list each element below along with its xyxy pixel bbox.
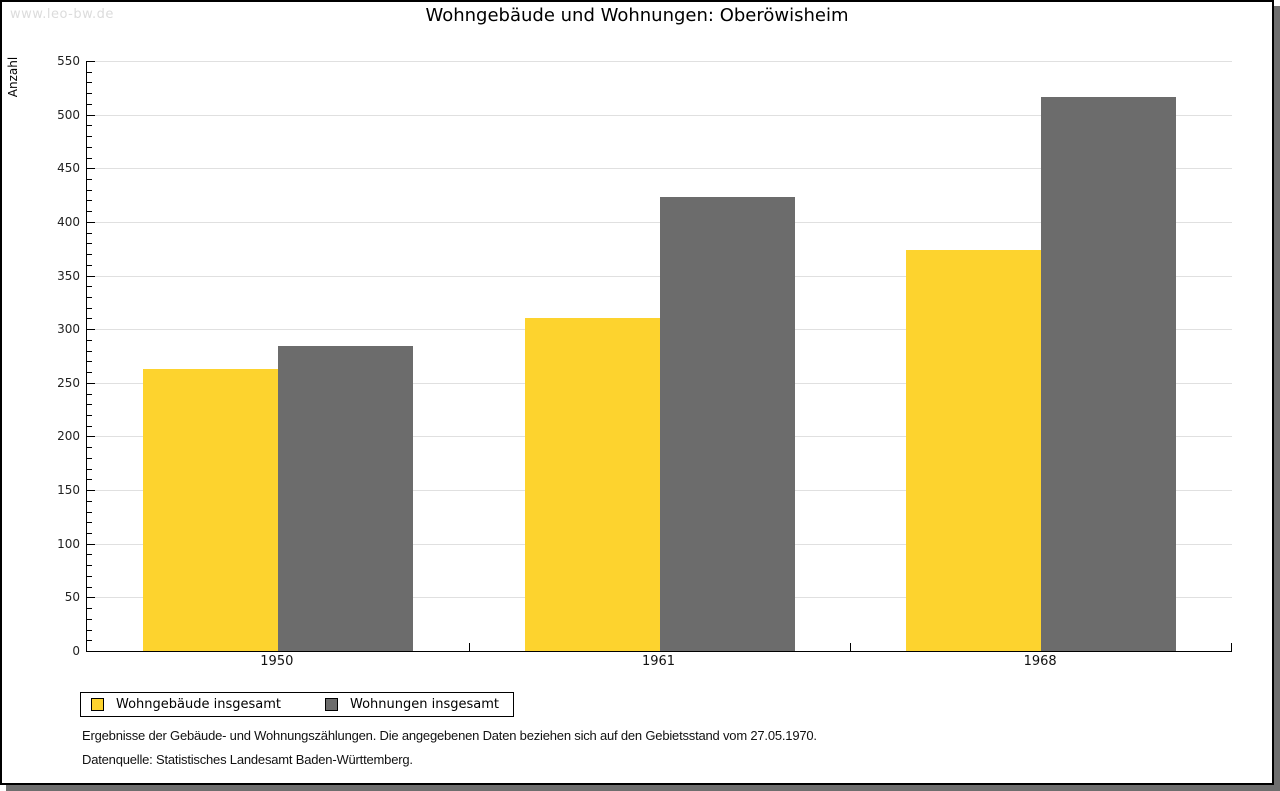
x-tick-label: 1961	[641, 654, 676, 669]
footnote-line-1: Ergebnisse der Gebäude- und Wohnungszähl…	[82, 728, 817, 743]
watermark: www.leo-bw.de	[10, 7, 114, 22]
y-minor-tick	[87, 629, 92, 631]
bar-1961-wohngebaeude	[524, 318, 660, 651]
y-minor-tick	[87, 522, 92, 524]
y-minor-tick	[87, 243, 92, 245]
y-major-tick	[87, 221, 95, 223]
y-minor-tick	[87, 179, 92, 180]
y-minor-tick	[87, 318, 92, 320]
x-boundary-tick	[850, 643, 852, 651]
y-minor-tick	[87, 554, 92, 556]
y-tick-label: 550	[57, 54, 80, 68]
x-end-tick	[1231, 643, 1232, 651]
y-minor-tick	[87, 93, 92, 95]
y-minor-tick	[87, 82, 92, 84]
y-tick-label: 100	[57, 536, 80, 551]
y-minor-tick	[87, 575, 92, 577]
y-minor-tick	[87, 618, 92, 620]
y-minor-tick	[87, 511, 92, 513]
y-minor-tick	[87, 232, 92, 234]
y-major-tick	[87, 329, 95, 331]
y-minor-tick	[87, 254, 92, 256]
y-minor-tick	[87, 565, 92, 567]
bar-1961-wohnungen	[659, 197, 795, 651]
y-minor-tick	[87, 608, 92, 610]
y-tick-label: 0	[72, 644, 80, 658]
y-tick-label: 400	[57, 214, 80, 229]
y-major-tick	[87, 543, 95, 545]
gridline	[87, 114, 1232, 116]
legend-label: Wohngebäude insgesamt	[116, 697, 281, 712]
bar-1950-wohnungen	[277, 346, 413, 651]
y-minor-tick	[87, 372, 92, 374]
y-tick-label: 500	[57, 107, 80, 122]
legend-item-wohnungen: Wohnungen insgesamt	[325, 697, 499, 712]
y-minor-tick	[87, 447, 92, 449]
y-major-tick	[87, 382, 95, 384]
y-tick-label: 450	[57, 161, 80, 176]
y-minor-tick	[87, 264, 92, 266]
y-major-tick	[87, 597, 95, 599]
y-major-tick	[87, 490, 95, 492]
x-tick-label: 1968	[1023, 654, 1057, 669]
bar-1950-wohngebaeude	[142, 368, 278, 651]
x-tick-label: 1950	[260, 654, 294, 669]
y-minor-tick	[87, 586, 92, 588]
x-axis-tick-labels: 1950 1961 1968	[86, 654, 1232, 672]
y-minor-tick	[87, 640, 92, 642]
y-axis-tick-labels: 0 50 100 150 200 250 300 350 400 450 500 550	[36, 54, 80, 658]
y-minor-tick	[87, 125, 92, 127]
legend-swatch-gray	[325, 698, 338, 711]
y-tick-label: 50	[64, 590, 80, 605]
y-minor-tick	[87, 533, 92, 534]
gridline	[87, 61, 1232, 62]
y-tick-label: 150	[57, 483, 80, 498]
y-major-tick	[87, 275, 95, 277]
y-tick-label: 300	[57, 322, 80, 337]
bar-1968-wohngebaeude	[906, 249, 1042, 651]
y-minor-tick	[87, 425, 92, 427]
y-minor-tick	[87, 500, 92, 502]
plot-area	[86, 61, 1232, 652]
y-minor-tick	[87, 71, 92, 73]
y-major-tick	[87, 61, 95, 62]
y-minor-tick	[87, 286, 92, 288]
y-minor-tick	[87, 339, 92, 341]
footnotes: Ergebnisse der Gebäude- und Wohnungszähl…	[82, 728, 817, 776]
y-minor-tick	[87, 200, 92, 202]
y-tick-label: 200	[57, 429, 80, 444]
chart-title: Wohngebäude und Wohnungen: Oberöwisheim	[425, 5, 849, 26]
y-minor-tick	[87, 189, 92, 191]
y-minor-tick	[87, 393, 92, 395]
legend-label: Wohnungen insgesamt	[350, 697, 499, 712]
y-tick-label: 350	[57, 268, 80, 283]
y-minor-tick	[87, 297, 92, 298]
gridline	[87, 168, 1232, 170]
y-minor-tick	[87, 415, 92, 416]
y-minor-tick	[87, 479, 92, 481]
y-minor-tick	[87, 103, 92, 105]
legend: Wohngebäude insgesamt Wohnungen insgesam…	[80, 692, 514, 717]
y-major-tick	[87, 168, 95, 170]
bar-1968-wohnungen	[1041, 97, 1177, 651]
y-major-tick	[87, 436, 95, 438]
legend-swatch-yellow	[91, 698, 104, 711]
y-axis-title: Anzahl	[6, 56, 20, 98]
y-major-tick	[87, 114, 95, 116]
y-minor-tick	[87, 361, 92, 363]
y-minor-tick	[87, 457, 92, 459]
y-minor-tick	[87, 211, 92, 213]
y-tick-label: 250	[57, 375, 80, 390]
y-minor-tick	[87, 136, 92, 138]
y-minor-tick	[87, 468, 92, 470]
y-minor-tick	[87, 350, 92, 352]
footnote-line-2: Datenquelle: Statistisches Landesamt Bad…	[82, 752, 413, 767]
y-minor-tick	[87, 157, 92, 159]
y-minor-tick	[87, 404, 92, 406]
y-minor-tick	[87, 146, 92, 148]
x-boundary-tick	[468, 643, 470, 651]
legend-item-wohngebaeude: Wohngebäude insgesamt	[91, 697, 281, 712]
y-minor-tick	[87, 307, 92, 309]
